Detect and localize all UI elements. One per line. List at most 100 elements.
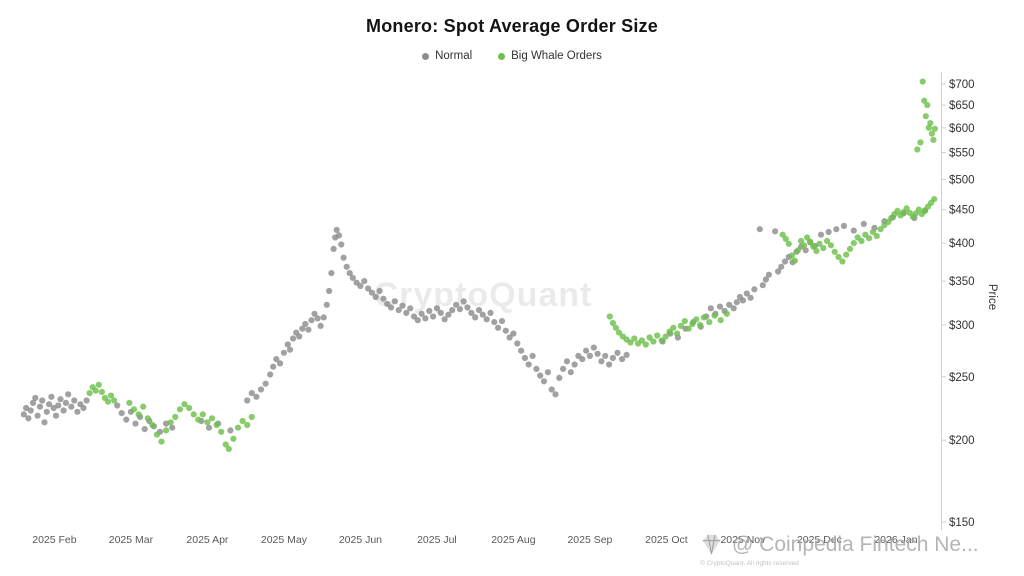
data-point (922, 113, 929, 120)
data-point (114, 402, 121, 409)
x-tick-label: 2025 Oct (645, 534, 688, 546)
data-point (743, 290, 750, 297)
points-big-whale-orders (86, 78, 939, 452)
data-point (850, 227, 857, 234)
data-point (248, 413, 255, 421)
y-tick-label: $350 (949, 276, 975, 288)
data-point (927, 120, 934, 127)
data-point (791, 257, 799, 264)
data-point (794, 247, 802, 254)
x-tick-label: 2025 Apr (186, 534, 229, 546)
data-point (475, 307, 483, 314)
data-point (163, 427, 170, 434)
data-point (135, 411, 142, 418)
data-point (521, 354, 529, 362)
data-point (510, 330, 517, 337)
data-point (785, 240, 792, 247)
data-point (273, 356, 280, 363)
data-point (326, 287, 333, 295)
footer-brand-text: @ Coinpedia Fintech Ne... (732, 532, 979, 556)
data-point (111, 397, 118, 404)
data-point (277, 360, 284, 367)
y-tick-label: $650 (949, 100, 975, 112)
data-point (552, 391, 559, 398)
y-tick-label: $200 (949, 435, 975, 447)
data-point (257, 386, 265, 393)
data-point (391, 298, 398, 305)
data-point (609, 354, 617, 362)
data-point (563, 358, 571, 365)
y-axis-label: Price (986, 284, 998, 310)
data-point (86, 390, 93, 397)
data-point (407, 305, 414, 312)
data-point (615, 329, 623, 336)
data-point (330, 245, 337, 252)
data-point (726, 301, 733, 308)
data-point (685, 325, 692, 332)
data-point (747, 294, 754, 301)
data-point (176, 406, 183, 413)
data-point (772, 228, 779, 235)
data-point (20, 411, 27, 418)
data-point (92, 387, 99, 394)
data-point (172, 413, 179, 421)
data-point (762, 276, 770, 283)
data-point (567, 369, 574, 376)
data-point (723, 310, 731, 317)
legend-item-normal[interactable]: Normal (422, 50, 472, 62)
data-point (623, 351, 630, 358)
data-point (765, 271, 773, 278)
data-point (689, 320, 696, 328)
data-point (914, 146, 921, 153)
data-point (843, 251, 850, 258)
data-point (706, 319, 713, 326)
data-point (598, 358, 605, 365)
x-tick-label: 2025 Feb (32, 534, 77, 546)
data-point (39, 397, 46, 404)
data-point (666, 328, 673, 335)
x-tick-label: 2025 Sep (567, 534, 612, 546)
data-point (456, 306, 463, 313)
x-tick-label: 2025 Jul (417, 534, 457, 546)
data-point (472, 314, 479, 321)
data-point (833, 226, 840, 233)
data-point (204, 419, 211, 426)
data-point (533, 365, 540, 372)
data-point (693, 316, 700, 323)
data-point (931, 196, 938, 203)
data-point (441, 316, 448, 323)
legend: Normal Big Whale Orders (0, 50, 1024, 62)
data-point (181, 401, 188, 408)
y-tick-label: $700 (949, 79, 975, 91)
y-tick-label: $500 (949, 175, 975, 187)
data-point (681, 318, 688, 325)
data-point (915, 206, 923, 213)
data-point (270, 363, 277, 370)
data-point (335, 232, 343, 239)
legend-item-big-whale-orders[interactable]: Big Whale Orders (498, 50, 602, 62)
data-point (674, 330, 681, 337)
data-point (609, 319, 617, 327)
data-point (778, 263, 785, 270)
data-point (877, 226, 884, 233)
data-point (631, 335, 638, 342)
data-point (199, 411, 206, 418)
data-point (153, 431, 160, 438)
data-point (614, 349, 621, 356)
y-tick-label: $300 (949, 320, 975, 332)
data-point (222, 441, 229, 448)
data-point (149, 421, 156, 429)
data-point (697, 321, 704, 328)
legend-dot-whale-icon (498, 52, 506, 60)
data-point (816, 240, 823, 247)
data-point (80, 404, 87, 412)
data-point (361, 278, 368, 285)
y-tick-label: $250 (949, 372, 975, 384)
data-point (739, 297, 747, 304)
data-point (403, 309, 410, 316)
data-point (48, 393, 55, 400)
data-point (262, 380, 269, 387)
data-point (646, 334, 653, 341)
x-tick-label: 2025 Dec (797, 534, 842, 546)
